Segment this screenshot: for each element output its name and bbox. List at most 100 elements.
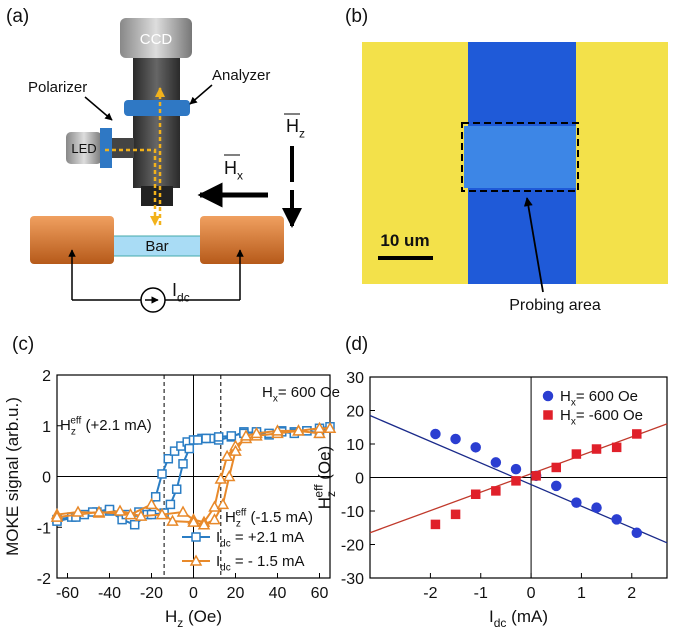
x-tick-label: -60 [56,585,79,602]
point [184,443,195,454]
x-tick-label: -1 [474,585,488,602]
y-tick-label: 30 [346,370,364,387]
point [71,505,85,517]
label-sub: x [237,168,243,182]
legend-label: Hx= 600 Oe [560,388,638,409]
point [201,433,211,444]
hz-label: Hz [286,116,305,140]
point [129,519,140,530]
y-tick-label: -30 [341,571,364,588]
label-sub: dc [177,290,190,304]
point [571,497,582,508]
label-sup: eff [70,415,81,426]
label-part: I [216,553,220,570]
point [611,514,622,525]
led-label: LED [71,141,96,156]
label-part: H [225,509,236,526]
point [531,471,541,481]
electrode [30,216,114,264]
label-sub: x [571,398,576,409]
label-part: H [560,407,571,424]
ccd-label: CCD [140,31,173,48]
x-tick-label: -2 [423,585,437,602]
label-part: (+2.1 mA) [81,417,151,434]
microscope-image: (b) 10 um Probing area [345,6,668,314]
scale-label: 10 um [380,231,429,250]
point [470,442,481,453]
y-tick-label: 2 [42,368,51,385]
x-tick-label: 40 [269,585,287,602]
label-sub: x [273,394,278,405]
bar-label: Bar [145,238,168,255]
label-part: I [489,607,494,626]
point [470,489,481,499]
point [124,508,137,520]
y-tick-label: -20 [341,538,364,555]
pointer [189,84,213,105]
probe-region [464,126,576,188]
y-tick-label: 10 [346,437,364,454]
y-axis-label: MOKE signal (arb.u.) [3,397,22,556]
point [430,428,441,440]
label-part: (Oe) [315,446,334,485]
point [213,432,224,442]
electrode [200,216,284,264]
point [187,515,200,527]
point [430,519,441,530]
label-part: H [262,384,273,401]
label-part: = +2.1 mA [231,529,304,546]
label-part: = -600 Oe [576,407,643,424]
point [192,435,203,445]
panel-label: (c) [12,334,34,355]
label-sub: z [236,519,241,530]
legend-marker [542,390,554,402]
point [450,509,461,520]
label-sup: eff [235,507,246,518]
point [157,469,167,479]
annotation: Hzeff (-1.5 mA) [225,507,313,529]
label-part: H [315,497,334,509]
point [551,462,562,473]
x-tick-label: 0 [527,585,536,602]
x-axis-label: Idc (mA) [489,607,548,630]
legend-marker [191,532,201,542]
legend-label: Hx= -600 Oe [560,407,643,428]
point [178,459,188,469]
point [591,502,602,513]
label-part: H [224,158,237,178]
label-part: I [216,529,220,546]
label-part: (-1.5 mA) [246,509,313,526]
legend-label: Idc = - 1.5 mA [216,553,305,574]
label-part: H [165,607,177,626]
point [216,497,230,510]
label-sub: z [324,491,338,497]
point [166,514,179,526]
label-sub: dc [494,616,507,630]
point [92,505,106,517]
label-sub: z [71,427,76,438]
microscope-body [133,58,180,188]
point [226,431,237,441]
point [165,499,176,510]
x-axis-label: Hz (Oe) [165,607,222,630]
label-part: (mA) [506,607,548,626]
point [490,457,502,468]
point [631,527,643,539]
x-tick-label: 0 [189,585,198,602]
y-tick-label: 0 [355,471,364,488]
point [511,476,521,486]
x-tick-label: 20 [227,585,245,602]
label-part: H [560,388,571,405]
hx-label: Hx [224,158,243,182]
point [571,449,582,459]
vector-arrow [224,113,300,156]
label-sub: z [177,616,183,630]
point [510,463,522,475]
label-part: = 600 Oe [278,384,340,401]
point [632,429,642,439]
analyzer-label: Analyzer [212,67,270,84]
y-axis-label: Hzeff (Oe) [311,446,338,510]
point [197,518,211,530]
legend-label: Idc = +2.1 mA [216,529,304,550]
